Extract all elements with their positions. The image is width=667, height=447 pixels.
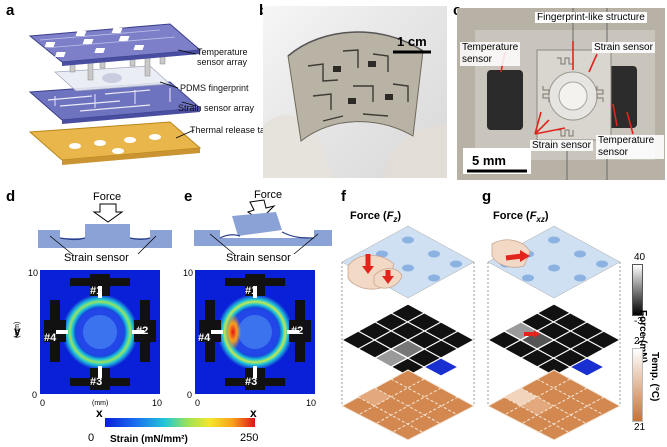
- force-colorbar-bottom-label: -3: [634, 316, 643, 327]
- xtick-left-e: 0: [195, 398, 201, 408]
- scale-bar-label-c: 5 mm: [472, 153, 506, 168]
- title-f-var: F: [386, 210, 394, 222]
- title-g-var: F: [529, 210, 537, 222]
- sensor-2-label-e: #2: [291, 325, 304, 337]
- sensor-3-label-e: #3: [245, 376, 258, 388]
- flexible-device-photo: [263, 6, 447, 178]
- strain-colorbar: [105, 418, 255, 427]
- ytick-bottom-e: 0: [187, 390, 193, 400]
- xlabel-e: x: [250, 406, 257, 420]
- ylabel-d: y: [14, 324, 21, 338]
- label-strain-sensor-right: Strain sensor: [592, 42, 655, 53]
- title-f-prefix: Force (: [350, 210, 387, 222]
- layer-label-temperature: Temperature sensor array: [197, 47, 248, 67]
- cross-section-d: [38, 203, 172, 255]
- force-colorbar-top-label: 40: [634, 252, 646, 263]
- sensor-2-label-d: #2: [136, 325, 149, 337]
- xlabel-d: x: [96, 406, 103, 420]
- label-fingerprint-structure: Fingerprint-like structure: [535, 12, 647, 23]
- layer-stack-diagram: [28, 23, 202, 165]
- colorbar-max: 250: [240, 432, 259, 444]
- scale-bar-label-b: 1 cm: [397, 34, 427, 49]
- strain-heatmap-e: [195, 270, 315, 394]
- strain-heatmap-d: [40, 270, 160, 394]
- temp-colorbar: [632, 348, 643, 422]
- panel-label-a: a: [6, 2, 15, 19]
- layer-grid-f: [340, 225, 476, 440]
- layer-label-strain: Strain sensor array: [178, 103, 255, 113]
- xtick-right-d: 10: [152, 398, 163, 408]
- ytick-bottom-d: 0: [32, 390, 38, 400]
- colorbar-label: Strain (mN/mm²): [110, 434, 188, 445]
- force-label-e: Force: [254, 189, 283, 201]
- sensor-1-label-e: #1: [245, 285, 258, 297]
- label-temp-sensor-left: Temperature sensor: [460, 42, 520, 66]
- layer-grid-g: [486, 225, 622, 440]
- panel-label-e: e: [184, 188, 193, 205]
- temp-colorbar-top-label: 27: [634, 336, 646, 347]
- cross-section-e: [194, 199, 332, 255]
- label-temp-sensor-bottom-right: Temperature sensor: [596, 135, 664, 159]
- ytick-top-e: 10: [183, 268, 194, 278]
- strain-sensor-label-e: Strain sensor: [226, 252, 291, 264]
- strain-sensor-label-d: Strain sensor: [64, 252, 129, 264]
- layer-label-tape: Thermal release tape: [190, 125, 276, 135]
- force-label-d: Force: [93, 191, 122, 203]
- temp-colorbar-bottom-label: 21: [634, 422, 646, 433]
- sensor-3-label-d: #3: [90, 376, 103, 388]
- label-strain-sensor-bottom: Strain sensor: [530, 140, 593, 151]
- title-g-prefix: Force (: [493, 210, 530, 222]
- panel-label-d: d: [6, 188, 16, 205]
- sensor-4-label-e: #4: [198, 332, 211, 344]
- ytick-top-d: 10: [28, 268, 39, 278]
- sensor-1-label-d: #1: [90, 285, 103, 297]
- layer-label-pdms: PDMS fingerprint: [180, 83, 249, 93]
- xunit-d: (mm): [92, 400, 109, 407]
- yunit-d: (mm): [14, 321, 21, 338]
- colorbar-min: 0: [88, 432, 95, 444]
- sensor-4-label-d: #4: [44, 332, 57, 344]
- title-f: Force (Fz): [350, 210, 401, 224]
- panel-label-f: f: [341, 188, 346, 205]
- title-g-sub: xz: [536, 215, 545, 225]
- xtick-left-d: 0: [40, 398, 46, 408]
- title-f-sub: z: [393, 215, 398, 225]
- panel-label-g: g: [482, 188, 492, 205]
- xtick-right-e: 10: [306, 398, 317, 408]
- title-f-suffix: ): [397, 210, 402, 222]
- force-colorbar: [632, 264, 643, 316]
- title-g-suffix: ): [544, 210, 549, 222]
- temp-colorbar-title: Temp. (°C): [649, 352, 660, 402]
- title-g: Force (Fxz): [493, 210, 549, 224]
